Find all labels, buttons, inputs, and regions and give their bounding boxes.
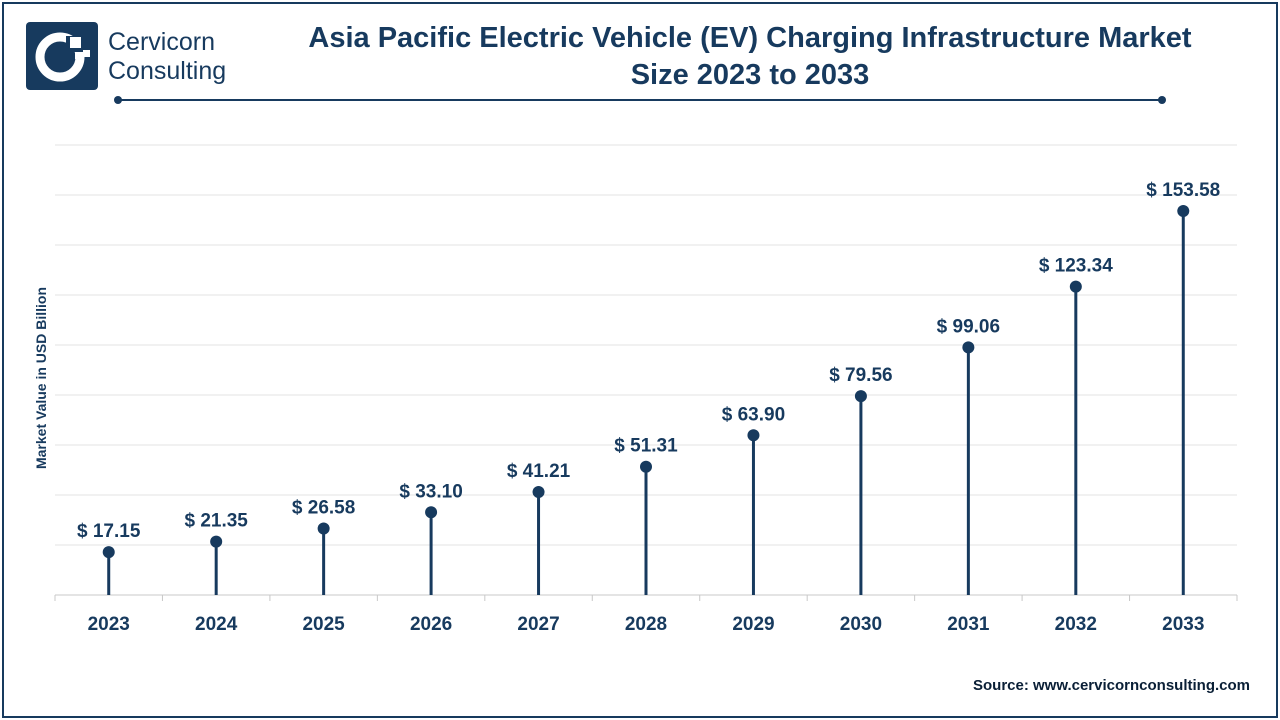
value-label: $ 51.31 [614, 436, 678, 457]
logo-mark-icon [35, 32, 90, 82]
brand-line-1: Cervicorn [108, 28, 215, 56]
value-label: $ 153.58 [1146, 180, 1220, 201]
value-label: $ 26.58 [292, 498, 355, 519]
lollipop-dot [425, 506, 438, 519]
brand-line-2: Consulting [108, 57, 227, 85]
lollipop-dot [1177, 205, 1190, 218]
value-label: $ 79.56 [829, 365, 892, 386]
chart-title-line-2: Size 2023 to 2033 [630, 59, 870, 91]
x-tick-label: 2032 [1055, 614, 1097, 635]
lollipop-dot [747, 429, 760, 442]
x-tick-label: 2029 [732, 614, 774, 635]
cervicorn-logo-icon [26, 22, 98, 90]
source-note: Source: www.cervicornconsulting.com [972, 677, 1250, 694]
title-underline-left-dot [114, 96, 122, 104]
lollipop-dot [1069, 280, 1082, 293]
x-tick-label: 2031 [947, 614, 990, 635]
value-labels: $ 17.15 $ 21.35 $ 26.58 $ 33.10 $ 41.21 $ 51.… [77, 180, 1220, 542]
lollipop-dots [102, 205, 1190, 559]
lollipop-stems [107, 211, 1185, 595]
x-tick-label: 2030 [840, 614, 882, 635]
x-tick-label: 2033 [1162, 614, 1204, 635]
chart-title: Asia Pacific Electric Vehicle (EV) Charg… [250, 20, 1250, 94]
x-tick-label: 2028 [625, 614, 667, 635]
value-label: $ 63.90 [722, 404, 785, 425]
x-tick-label: 2027 [517, 614, 559, 635]
lollipop-dot [962, 341, 975, 354]
lollipop-dot [210, 535, 223, 548]
value-label: $ 21.35 [184, 511, 248, 532]
lollipop-dot [640, 460, 652, 473]
title-underline [114, 96, 1166, 104]
x-tick-label: 2024 [195, 614, 238, 635]
y-axis-label: Market Value in USD Billion [33, 287, 49, 469]
x-tick-label: 2026 [410, 614, 452, 635]
lollipop-dot [854, 390, 867, 403]
value-label: $ 123.34 [1039, 256, 1113, 277]
brand-name: Cervicorn Consulting [108, 28, 226, 86]
lollipop-dot [102, 546, 115, 559]
value-label: $ 17.15 [77, 521, 141, 542]
x-tick-label: 2023 [88, 614, 130, 635]
value-label: $ 41.21 [507, 461, 571, 482]
value-label: $ 99.06 [937, 316, 1000, 337]
x-tick-label: 2025 [302, 614, 345, 635]
chart-title-line-1: Asia Pacific Electric Vehicle (EV) Charg… [308, 22, 1192, 54]
x-axis [54, 594, 1238, 601]
x-tick-labels: 2023 2024 2025 2026 2027 2028 2029 2030 2031 2032… [88, 614, 1205, 635]
lollipop-dot [532, 485, 545, 498]
value-label: $ 33.10 [399, 481, 462, 502]
lollipop-dot [317, 522, 330, 535]
title-underline-right-dot [1158, 96, 1166, 104]
